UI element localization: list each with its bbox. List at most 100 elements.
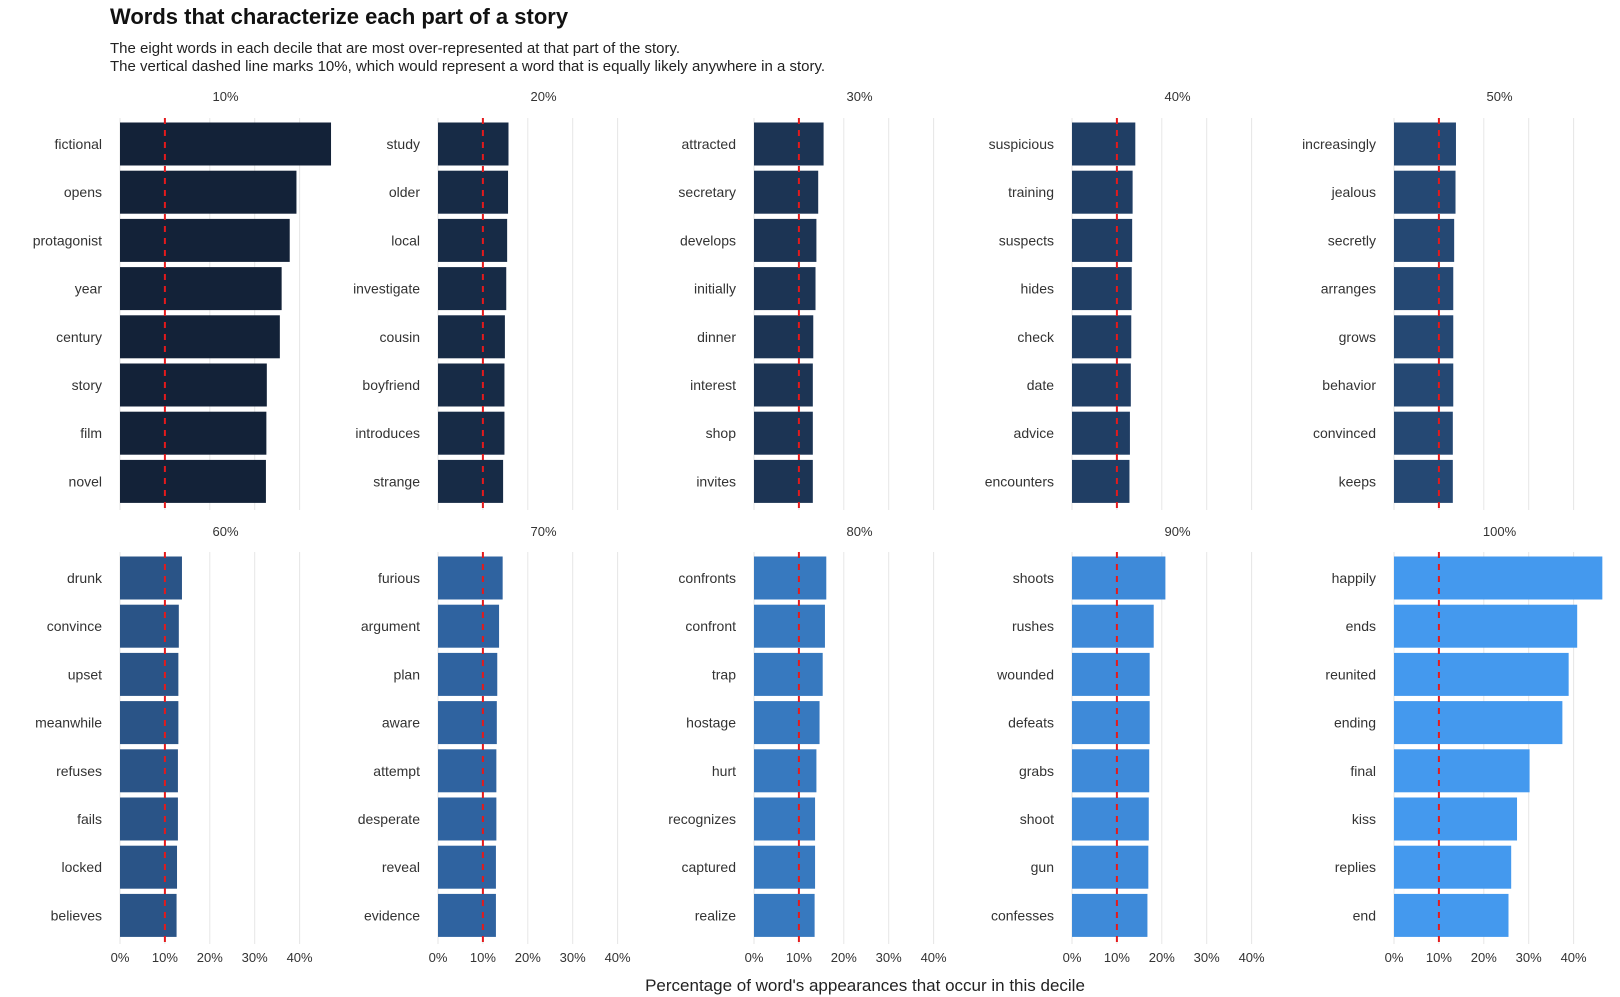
bar-40-suspicious — [1072, 122, 1136, 166]
word-label-convinced: convinced — [1313, 425, 1376, 441]
bar-100-happily — [1394, 556, 1603, 600]
word-label-gun: gun — [1031, 859, 1054, 875]
bar-90-gun — [1072, 845, 1149, 889]
bar-60-meanwhile — [120, 701, 179, 745]
bar-10-fictional — [120, 122, 332, 166]
word-label-desperate: desperate — [358, 811, 420, 827]
x-tick-label: 0% — [745, 950, 764, 965]
word-label-year: year — [75, 281, 103, 297]
word-label-fails: fails — [77, 811, 102, 827]
word-label-refuses: refuses — [56, 763, 102, 779]
bar-90-wounded — [1072, 652, 1150, 696]
bar-40-hides — [1072, 267, 1132, 311]
bar-60-upset — [120, 652, 179, 696]
bar-10-opens — [120, 170, 297, 214]
word-label-local: local — [391, 232, 420, 248]
chart-subtitle-line-2: The vertical dashed line marks 10%, whic… — [110, 58, 826, 75]
word-label-strange: strange — [373, 473, 420, 489]
bar-100-end — [1394, 893, 1509, 937]
bar-60-believes — [120, 893, 177, 937]
bar-10-film — [120, 411, 267, 455]
panel-title-100: 100% — [1483, 524, 1517, 539]
x-tick-label: 40% — [287, 950, 313, 965]
word-label-behavior: behavior — [1322, 377, 1376, 393]
x-tick-label: 0% — [429, 950, 448, 965]
word-label-wounded: wounded — [996, 666, 1054, 682]
x-tick-label: 20% — [197, 950, 223, 965]
x-tick-label: 20% — [831, 950, 857, 965]
word-label-jealous: jealous — [1331, 184, 1376, 200]
word-label-plan: plan — [394, 666, 420, 682]
bar-20-boyfriend — [438, 363, 505, 407]
bar-80-hurt — [754, 749, 817, 793]
word-label-end: end — [1353, 907, 1376, 923]
bar-40-date — [1072, 363, 1131, 407]
bar-10-story — [120, 363, 267, 407]
x-tick-label: 10% — [1426, 950, 1452, 965]
word-label-captured: captured — [682, 859, 736, 875]
bar-90-rushes — [1072, 604, 1154, 648]
bar-70-aware — [438, 701, 497, 745]
word-label-convince: convince — [47, 618, 102, 634]
word-label-hurt: hurt — [712, 763, 736, 779]
bar-80-confront — [754, 604, 825, 648]
bar-100-ends — [1394, 604, 1578, 648]
bar-80-realize — [754, 893, 815, 937]
bar-30-interest — [754, 363, 813, 407]
word-label-check: check — [1017, 329, 1055, 345]
word-label-film: film — [80, 425, 102, 441]
bar-40-suspects — [1072, 218, 1133, 262]
bar-10-year — [120, 267, 282, 311]
bar-40-advice — [1072, 411, 1130, 455]
bar-10-protagonist — [120, 218, 290, 262]
word-label-date: date — [1027, 377, 1054, 393]
bar-100-final — [1394, 749, 1530, 793]
panel-title-30: 30% — [846, 89, 872, 104]
panel-title-80: 80% — [846, 524, 872, 539]
word-label-reunited: reunited — [1325, 666, 1376, 682]
word-label-investigate: investigate — [353, 281, 420, 297]
word-label-study: study — [387, 136, 420, 152]
x-tick-label: 10% — [470, 950, 496, 965]
bar-30-secretary — [754, 170, 819, 214]
word-label-dinner: dinner — [697, 329, 736, 345]
word-label-trap: trap — [712, 666, 736, 682]
word-label-secretary: secretary — [678, 184, 736, 200]
word-label-ends: ends — [1346, 618, 1376, 634]
word-label-boyfriend: boyfriend — [362, 377, 420, 393]
bar-50-keeps — [1394, 459, 1453, 503]
word-label-drunk: drunk — [67, 570, 103, 586]
panel-title-70: 70% — [530, 524, 556, 539]
word-label-meanwhile: meanwhile — [35, 715, 102, 731]
word-label-ending: ending — [1334, 715, 1376, 731]
bar-90-defeats — [1072, 701, 1150, 745]
word-label-happily: happily — [1332, 570, 1376, 586]
word-label-final: final — [1350, 763, 1376, 779]
bar-70-desperate — [438, 797, 497, 841]
word-label-hides: hides — [1021, 281, 1054, 297]
bar-40-training — [1072, 170, 1133, 214]
word-label-initially: initially — [694, 281, 736, 297]
bar-50-increasingly — [1394, 122, 1456, 166]
x-tick-label: 20% — [515, 950, 541, 965]
bar-20-cousin — [438, 315, 505, 359]
x-tick-label: 30% — [876, 950, 902, 965]
x-tick-label: 40% — [1561, 950, 1587, 965]
x-tick-label: 0% — [1063, 950, 1082, 965]
word-label-furious: furious — [378, 570, 420, 586]
word-label-shoot: shoot — [1020, 811, 1054, 827]
x-tick-label: 0% — [111, 950, 130, 965]
bar-30-develops — [754, 218, 817, 262]
word-label-grows: grows — [1339, 329, 1376, 345]
bar-100-replies — [1394, 845, 1512, 889]
bar-30-invites — [754, 459, 813, 503]
x-tick-label: 10% — [786, 950, 812, 965]
bar-50-grows — [1394, 315, 1454, 359]
word-label-defeats: defeats — [1008, 715, 1054, 731]
word-label-interest: interest — [690, 377, 736, 393]
x-tick-label: 10% — [152, 950, 178, 965]
word-label-evidence: evidence — [364, 907, 420, 923]
bar-70-attempt — [438, 749, 497, 793]
bar-60-fails — [120, 797, 178, 841]
